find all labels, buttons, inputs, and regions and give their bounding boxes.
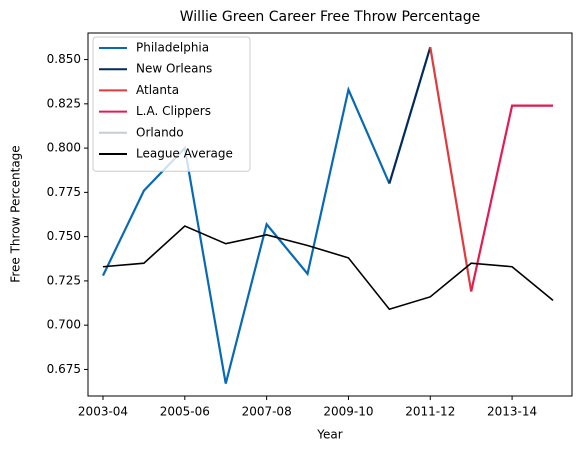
legend-label: New Orleans	[136, 62, 212, 76]
x-tick-label: 2007-08	[242, 405, 292, 419]
y-tick-label: 0.675	[47, 362, 81, 376]
series-line	[388, 46, 432, 184]
series-line	[102, 225, 554, 311]
series-line	[470, 104, 553, 292]
y-tick-label: 0.850	[47, 52, 81, 66]
y-tick-label: 0.700	[47, 318, 81, 332]
y-tick-label: 0.775	[47, 185, 81, 199]
series-line	[102, 86, 391, 384]
x-tick-label: 2013-14	[487, 405, 537, 419]
y-tick-label: 0.825	[47, 96, 81, 110]
legend-label: L.A. Clippers	[136, 104, 211, 118]
y-tick-label: 0.725	[47, 273, 81, 287]
x-tick-label: 2005-06	[160, 405, 210, 419]
x-tick-label: 2003-04	[78, 405, 128, 419]
legend-label: Atlanta	[136, 83, 179, 97]
legend-box	[92, 36, 251, 172]
series-line	[429, 46, 473, 292]
legend-label: Philadelphia	[136, 41, 209, 55]
legend-label: League Average	[136, 147, 233, 161]
x-tick-label: 2011-12	[405, 405, 455, 419]
plot-frame	[87, 32, 573, 397]
legend-label: Orlando	[136, 125, 184, 139]
y-tick-label: 0.800	[47, 141, 81, 155]
y-axis-label: Free Throw Percentage	[9, 145, 23, 282]
chart-title: Willie Green Career Free Throw Percentag…	[180, 9, 481, 25]
x-axis-label: Year	[316, 428, 342, 442]
x-tick-label: 2009-10	[323, 405, 373, 419]
y-tick-label: 0.750	[47, 229, 81, 243]
